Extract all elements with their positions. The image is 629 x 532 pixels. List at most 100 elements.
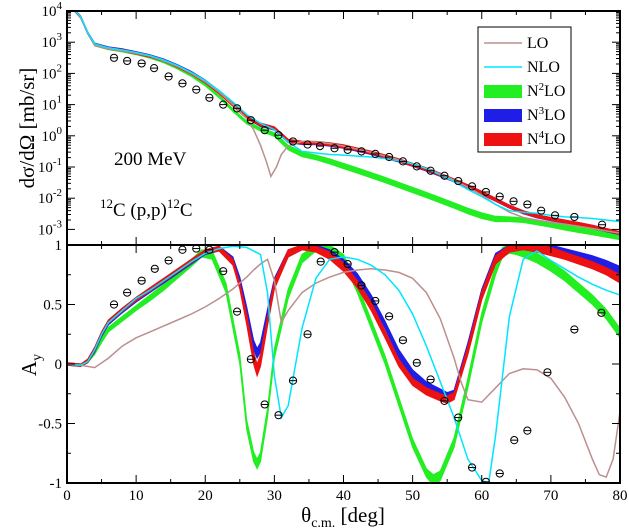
top-data-point [481, 187, 490, 197]
bottom-data-point [219, 267, 228, 276]
bottom-plot-area [67, 245, 620, 483]
bottom-data-point [481, 477, 490, 483]
top-data-point [440, 171, 449, 180]
reaction-annotation: 12C (p,p)12C [100, 196, 193, 221]
bottom-data-point [371, 296, 380, 306]
bottom-y-tick-label: -1 [50, 476, 63, 492]
top-line-nlo [74, 11, 620, 223]
top-data-point [398, 157, 408, 166]
bottom-data-point [543, 368, 552, 377]
bottom-line-nlo [67, 245, 620, 483]
top-data-point [412, 162, 421, 171]
x-tick-label: 70 [543, 488, 558, 504]
top-data-point [137, 59, 146, 68]
x-tick-label: 20 [198, 488, 213, 504]
bottom-line-lo [67, 258, 620, 479]
bottom-data-point [523, 426, 532, 435]
top-y-tick-label: 100 [42, 125, 63, 145]
top-data-point [260, 126, 269, 135]
top-y-tick-label: 10-2 [38, 187, 62, 207]
bottom-band-n2lo [67, 245, 620, 483]
top-data-point [454, 176, 463, 186]
top-data-point [192, 85, 201, 94]
bottom-data-point [303, 330, 312, 339]
top-data-point [357, 147, 366, 156]
top-data-point [274, 131, 283, 140]
x-tick-label: 60 [474, 488, 489, 504]
bottom-data-point [260, 400, 269, 409]
bottom-data-point [150, 264, 159, 273]
top-data-point [343, 145, 352, 154]
top-data-point [205, 93, 214, 102]
bottom-data-point [192, 245, 201, 253]
top-data-point [385, 152, 394, 162]
bottom-y-tick-label: 0.5 [43, 298, 62, 314]
bottom-y-tick-label: 0 [55, 357, 63, 373]
top-data-point [495, 192, 504, 201]
bottom-data-point [454, 413, 463, 422]
top-y-tick-label: 101 [42, 94, 63, 114]
top-y-tick-label: 10-1 [38, 156, 62, 176]
legend-swatch-n3lo [484, 109, 522, 122]
bottom-data-point [570, 325, 579, 334]
bottom-data-point [426, 375, 435, 384]
legend-label: N4LO [527, 129, 565, 148]
legend-label: NLO [527, 59, 560, 76]
bottom-data-point [109, 300, 119, 309]
top-data-point [426, 166, 435, 175]
top-data-point [330, 144, 339, 153]
energy-annotation: 200 MeV [114, 149, 187, 170]
legend-label: LO [527, 35, 548, 52]
bottom-data-point [137, 276, 146, 285]
bottom-data-point [274, 411, 283, 420]
bottom-band-n4lo [67, 245, 620, 404]
top-data-point [509, 197, 518, 206]
bottom-y-tick-label: -0.5 [38, 417, 62, 433]
top-y-tick-label: 102 [42, 62, 63, 82]
top-data-point [149, 63, 159, 73]
bottom-data-point [123, 288, 132, 297]
bottom-data-point [357, 281, 366, 290]
top-data-point [288, 137, 298, 146]
x-tick-label: 80 [613, 488, 628, 504]
bottom-data-point [164, 256, 173, 265]
top-data-point [597, 220, 607, 229]
bottom-data-point [510, 436, 519, 445]
legend-swatch-n2lo [484, 85, 522, 98]
bottom-data-point [178, 245, 187, 254]
bottom-data-point [330, 248, 339, 257]
bottom-data-point [495, 469, 504, 478]
x-tick-label: 10 [129, 488, 144, 504]
bottom-data-point [467, 463, 477, 472]
x-axis-title: θc.m. [deg] [301, 503, 385, 531]
top-data-point [315, 141, 325, 151]
top-y-tick-label: 104 [42, 0, 63, 20]
x-tick-label: 0 [63, 488, 71, 504]
bottom-data-point [597, 308, 606, 317]
top-y-tick-label: 103 [42, 31, 63, 51]
top-plot-area [73, 11, 620, 241]
bottom-data-point [205, 245, 214, 254]
top-y-tick-label: 10-3 [38, 218, 63, 238]
top-data-point [523, 200, 532, 209]
top-data-point [550, 211, 560, 220]
top-band-n4lo [73, 11, 620, 235]
bottom-data-point [398, 336, 408, 345]
bottom-data-point [385, 312, 394, 321]
legend: LO NLO N2LO N3LO N4LO [484, 35, 565, 148]
bottom-frame [66, 244, 621, 484]
top-data-point [371, 149, 380, 158]
top-y-axis-title: dσ/dΩ [mb/sr] [15, 68, 39, 189]
bottom-data-point [288, 376, 298, 385]
top-data-point [219, 100, 228, 109]
top-data-point [467, 182, 477, 191]
top-data-point [303, 140, 312, 149]
top-data-point [232, 104, 242, 113]
top-data-point [164, 72, 173, 81]
bottom-data-point [246, 355, 255, 364]
bottom-data-point [412, 358, 421, 367]
axes-ticks: 0 10 20 30 40 50 60 70 8010-310-210-110010110210… [38, 0, 628, 504]
legend-label: N3LO [527, 105, 565, 124]
bottom-data-point [316, 257, 325, 266]
